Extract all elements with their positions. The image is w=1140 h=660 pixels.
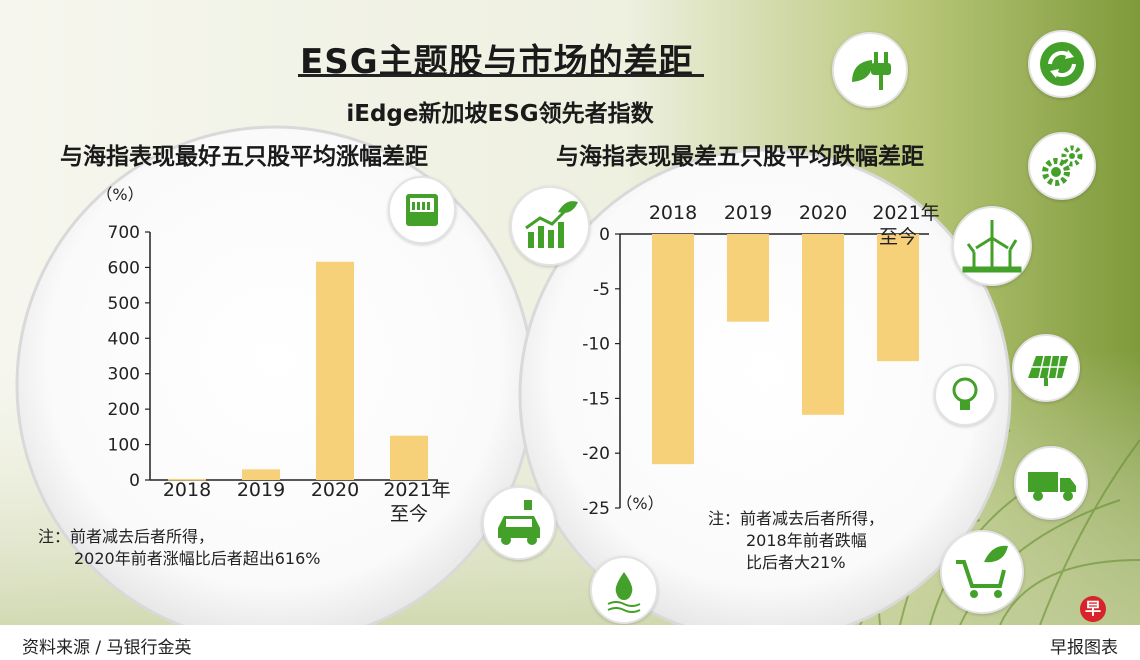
subtitle: iEdge新加坡ESG领先者指数 (346, 101, 654, 127)
right-y-tick-label: -5 (593, 280, 610, 300)
left-chart-note: 注：前者减去后者所得， 2020年前者涨幅比后者超出616% (38, 526, 320, 570)
left-bar (316, 261, 354, 480)
right-category-label: 2019 (724, 202, 772, 224)
left-y-tick-label: 100 (108, 436, 140, 456)
left-note-line-2: 2020年前者涨幅比后者超出616% (74, 549, 321, 568)
plug-leaf-icon (832, 32, 908, 108)
right-y-axis-label: （%） (616, 494, 663, 513)
left-category-label: 2018 (163, 479, 211, 501)
left-note-line-1: 注：前者减去后者所得， (38, 527, 215, 546)
left-y-axis-label: （%） (96, 185, 143, 204)
gears-icon (1028, 132, 1096, 200)
right-bar (877, 234, 919, 362)
left-category-label: 至今 (390, 503, 428, 525)
right-note-line-1: 注：前者减去后者所得， (708, 509, 885, 528)
publisher-credit: 早报图表 (1050, 638, 1118, 658)
growth-chart-leaf-icon (510, 186, 590, 266)
water-drop-icon (590, 556, 658, 624)
title-underline (298, 74, 704, 77)
right-category-label: 2018 (649, 202, 697, 224)
right-y-tick-label: -15 (582, 389, 610, 409)
right-category-label: 至今 (879, 226, 917, 248)
right-bar (727, 234, 769, 322)
shopping-cart-leaf-icon (940, 530, 1024, 614)
right-y-tick-label: -20 (582, 444, 610, 464)
recycle-icon (1028, 30, 1096, 98)
right-y-tick-label: -10 (582, 335, 610, 355)
right-y-tick-label: -25 (582, 499, 610, 519)
electric-car-icon (482, 486, 556, 560)
wind-turbine-icon (952, 206, 1032, 286)
truck-icon (1014, 446, 1088, 520)
right-bar (802, 234, 844, 415)
left-y-tick-label: 0 (129, 471, 140, 491)
left-category-label: 2021年 (383, 479, 450, 501)
left-y-tick-label: 700 (108, 223, 140, 243)
source-credit: 资料来源 / 马银行金英 (22, 638, 192, 658)
right-note-line-2: 2018年前者跌幅 (746, 531, 867, 550)
right-y-tick-label: 0 (599, 225, 610, 245)
infographic-frame: ESG主题股与市场的差距 iEdge新加坡ESG领先者指数 与海指表现最好五只股… (0, 0, 1140, 625)
solar-panel-icon (1012, 334, 1080, 402)
right-category-label: 2021年 (872, 202, 939, 224)
right-note-line-3: 比后者大21% (746, 553, 846, 572)
left-bar (390, 435, 428, 480)
left-y-tick-label: 300 (108, 365, 140, 385)
left-bar (242, 469, 280, 480)
left-y-tick-label: 200 (108, 400, 140, 420)
right-chart-note: 注：前者减去后者所得， 2018年前者跌幅 比后者大21% (708, 508, 884, 574)
left-category-label: 2020 (311, 479, 359, 501)
right-chart-title: 与海指表现最差五只股平均跌幅差距 (556, 144, 924, 170)
left-y-tick-label: 400 (108, 329, 140, 349)
meter-icon (388, 176, 456, 244)
left-y-tick-label: 600 (108, 258, 140, 278)
right-category-label: 2020 (799, 202, 847, 224)
lightbulb-icon (934, 364, 996, 426)
zaobao-logo: 早 (1080, 596, 1106, 622)
left-category-label: 2019 (237, 479, 285, 501)
left-chart-title: 与海指表现最好五只股平均涨幅差距 (60, 144, 428, 170)
left-y-tick-label: 500 (108, 294, 140, 314)
right-bar (652, 234, 694, 465)
left-bar (168, 478, 206, 481)
